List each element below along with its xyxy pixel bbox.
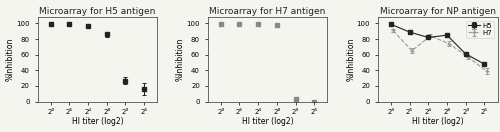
Y-axis label: %Inhibition: %Inhibition xyxy=(176,38,185,81)
X-axis label: HI titer (log2): HI titer (log2) xyxy=(72,117,123,126)
X-axis label: HI titer (log2): HI titer (log2) xyxy=(242,117,294,126)
Title: Microarray for H5 antigen: Microarray for H5 antigen xyxy=(39,7,156,16)
Title: Microarray for NP antigen: Microarray for NP antigen xyxy=(380,7,496,16)
X-axis label: HI titer (log2): HI titer (log2) xyxy=(412,117,464,126)
Title: Microarray for H7 antigen: Microarray for H7 antigen xyxy=(210,7,326,16)
Y-axis label: %Inhibition: %Inhibition xyxy=(6,38,15,81)
Legend: H5, H7: H5, H7 xyxy=(466,21,494,38)
Y-axis label: %Inhibition: %Inhibition xyxy=(346,38,355,81)
